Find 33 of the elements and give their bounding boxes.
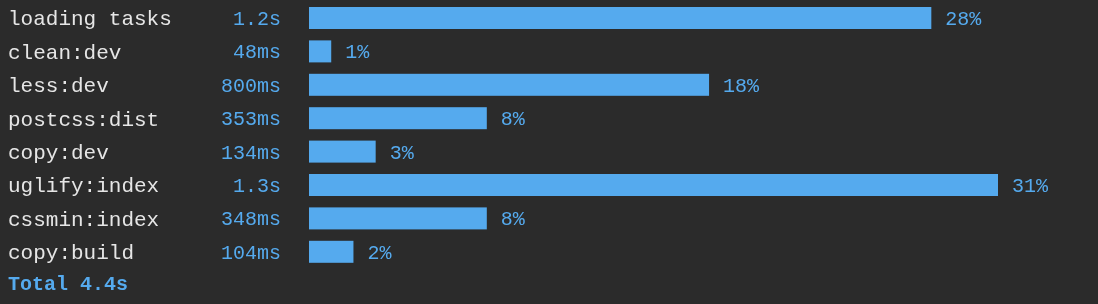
y-tick-label: loading tasks — [8, 8, 172, 32]
data-label: 31% — [1012, 175, 1049, 198]
text: Total 4.4s — [8, 273, 129, 297]
bar — [309, 240, 354, 263]
bar — [309, 174, 998, 196]
data-label: 3% — [389, 141, 415, 165]
bar — [309, 73, 710, 96]
text: 800ms — [220, 74, 281, 98]
text: 1.3s — [232, 175, 281, 198]
bar — [309, 107, 487, 130]
text: 348ms — [220, 208, 281, 232]
y-tick-label: uglify:index — [8, 175, 160, 199]
data-label: 28% — [945, 8, 983, 31]
bar — [309, 40, 332, 63]
data-label: 18% — [723, 74, 761, 98]
data-label: 8% — [500, 108, 526, 132]
bar — [309, 140, 376, 163]
y-tick-label: copy:build — [8, 242, 135, 266]
text: 134ms — [220, 141, 281, 165]
data-label: 1% — [345, 41, 371, 65]
y-tick-label: less:dev — [8, 75, 109, 99]
bar — [309, 7, 932, 29]
y-tick-label: copy:dev — [8, 141, 109, 165]
data-label: 8% — [500, 208, 526, 232]
y-tick-label: cssmin:index — [8, 208, 160, 232]
text: 353ms — [220, 108, 281, 132]
text: 1.2s — [232, 8, 281, 31]
text: 104ms — [220, 241, 281, 265]
bar — [309, 207, 487, 230]
text: 48ms — [232, 41, 281, 65]
y-tick-label: postcss:dist — [8, 108, 160, 132]
data-label: 2% — [367, 241, 393, 265]
y-tick-label: clean:dev — [8, 41, 122, 65]
